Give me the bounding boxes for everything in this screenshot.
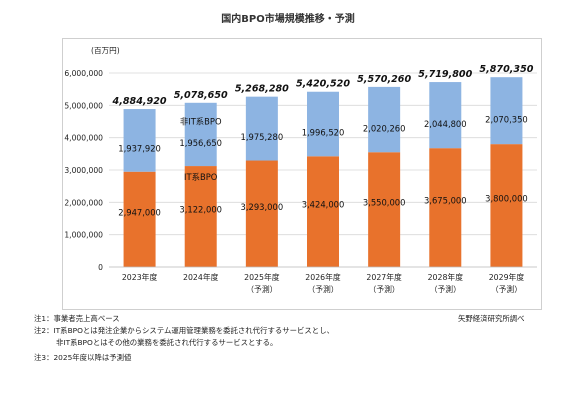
bar-it-bpo (123, 171, 156, 267)
note-3: 注3：2025年度以降は予測値 (34, 353, 132, 362)
bar-it-bpo (490, 144, 523, 267)
data-label-non-it-bpo: 1,975,280 (241, 132, 284, 142)
x-tick-label: 2026年度 (305, 272, 341, 282)
data-label-total: 5,078,650 (174, 90, 228, 101)
y-tick-label: 2,000,000 (64, 198, 103, 207)
y-tick-label: 3,000,000 (64, 166, 103, 175)
bar-non-it-bpo (307, 91, 339, 157)
data-label-total: 5,719,800 (418, 69, 472, 80)
x-tick-sublabel: （予測） (491, 284, 522, 294)
data-label-it-bpo: 3,293,000 (241, 202, 284, 212)
source-credit: 矢野経済研究所調べ (458, 314, 525, 323)
x-tick-sublabel: （予測） (246, 284, 277, 294)
bar-non-it-bpo (429, 82, 462, 149)
bar-non-it-bpo (123, 109, 156, 172)
x-tick-label: 2028年度 (428, 272, 464, 282)
x-tick-label: 2023年度 (122, 272, 158, 282)
bar-non-it-bpo (245, 96, 278, 161)
data-label-non-it-bpo: 2,020,260 (363, 123, 406, 133)
x-tick-label: 2025年度 (244, 272, 280, 282)
x-tick-sublabel: （予測） (369, 284, 400, 294)
data-label-total: 4,884,920 (112, 96, 167, 107)
chart-frame: (百万円) 0 1,000,000 2,000,000 3,000,000 4,000,0… (62, 38, 542, 310)
x-tick-label: 2029年度 (489, 272, 525, 282)
y-unit-label: (百万円) (91, 46, 120, 55)
series-label-non-it-bpo: 非IT系BPO (180, 116, 222, 126)
data-label-non-it-bpo: 1,956,650 (179, 138, 222, 148)
stacked-bar-chart: (百万円) 0 1,000,000 2,000,000 3,000,000 4,000,0… (64, 46, 537, 294)
data-label-non-it-bpo: 2,044,800 (424, 119, 467, 129)
y-tick-label: 5,000,000 (64, 101, 103, 110)
data-label-non-it-bpo: 2,070,350 (485, 115, 528, 125)
note-1: 注1：事業者売上高ベース (34, 314, 120, 323)
x-tick-sublabel: （予測） (307, 284, 338, 294)
x-tick-label: 2027年度 (366, 272, 402, 282)
x-tick-label: 2024年度 (183, 272, 219, 282)
bar-non-it-bpo (368, 86, 401, 153)
bar-non-it-bpo (184, 102, 217, 167)
y-tick-label: 1,000,000 (64, 231, 103, 240)
bar-non-it-bpo (490, 77, 523, 145)
x-tick-sublabel: （予測） (430, 284, 461, 294)
bar-it-bpo (368, 152, 401, 267)
data-label-it-bpo: 3,424,000 (302, 200, 345, 210)
chart-title: 国内BPO市場規模推移・予測 (221, 14, 355, 25)
data-label-non-it-bpo: 1,937,920 (118, 144, 161, 154)
series-label-it-bpo: IT系BPO (184, 172, 218, 182)
note-2-continued: 非IT系BPOとはその他の業務を委託され代行するサービスとする。 (56, 338, 278, 347)
bar-it-bpo (307, 156, 339, 267)
note-2: 注2：IT系BPOとは発注企業からシステム運用管理業務を委託され代行するサービス… (34, 326, 334, 335)
y-tick-label: 4,000,000 (64, 134, 103, 143)
data-label-it-bpo: 3,675,000 (424, 196, 467, 206)
data-label-it-bpo: 3,550,000 (363, 198, 406, 208)
bar-it-bpo (245, 160, 278, 267)
data-label-total: 5,268,280 (235, 84, 289, 95)
bar-it-bpo (184, 166, 217, 267)
bar-it-bpo (429, 148, 462, 267)
data-label-total: 5,420,520 (296, 79, 350, 90)
data-label-it-bpo: 3,122,000 (179, 205, 222, 215)
data-label-total: 5,870,350 (479, 64, 533, 75)
data-label-total: 5,570,260 (357, 74, 411, 85)
data-label-non-it-bpo: 1,996,520 (302, 128, 345, 138)
data-label-it-bpo: 3,800,000 (485, 194, 528, 204)
data-label-it-bpo: 2,947,000 (118, 207, 161, 217)
y-tick-label: 6,000,000 (64, 69, 103, 78)
y-tick-label: 0 (98, 263, 103, 272)
